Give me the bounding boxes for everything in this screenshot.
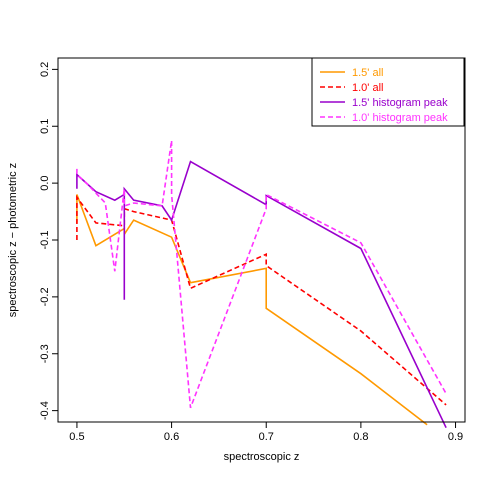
legend-box <box>311 57 465 127</box>
x-tick-label: 0.8 <box>353 431 368 443</box>
y-tick-label: -0.1 <box>39 231 51 250</box>
x-tick-label: 0.6 <box>164 431 179 443</box>
legend-label: 1.0' all <box>352 82 383 94</box>
legend-label: 1.0' histogram peak <box>352 112 448 124</box>
legend-label: 1.5' all <box>352 67 383 79</box>
y-tick-label: -0.3 <box>39 344 51 363</box>
plot-lines <box>76 140 447 429</box>
y-axis-title: spectroscopic z − photometric z <box>7 163 19 317</box>
y-tick-label: 0.0 <box>39 175 51 190</box>
y-tick-label: 0.1 <box>39 119 51 134</box>
y-axis: -0.4 -0.3 -0.2 -0.1 0.0 0.1 0.2 <box>39 62 58 420</box>
y-tick-label: -0.4 <box>39 401 51 420</box>
x-axis-title: spectroscopic z <box>224 451 300 463</box>
series-line <box>76 194 428 426</box>
y-tick-label: -0.2 <box>39 287 51 306</box>
series-line <box>76 140 447 409</box>
x-tick-label: 0.7 <box>259 431 274 443</box>
legend: 1.5' all 1.0' all 1.5' histogram peak 1.0' … <box>311 57 465 127</box>
y-tick-label: 0.2 <box>39 62 51 77</box>
legend-label: 1.5' histogram peak <box>352 97 448 109</box>
x-axis: 0.5 0.6 0.7 0.8 0.9 <box>69 422 463 443</box>
x-tick-label: 0.9 <box>448 431 463 443</box>
series-line <box>76 194 447 406</box>
x-tick-label: 0.5 <box>69 431 84 443</box>
